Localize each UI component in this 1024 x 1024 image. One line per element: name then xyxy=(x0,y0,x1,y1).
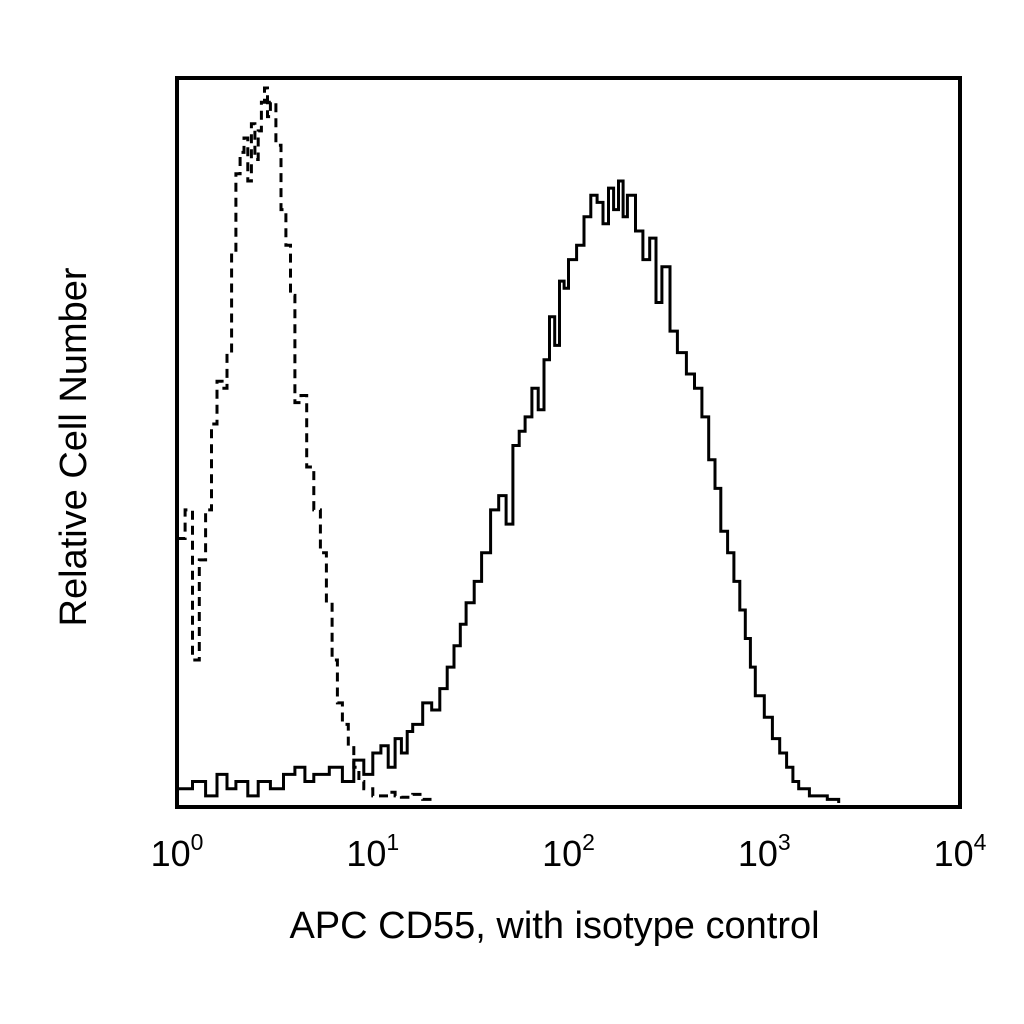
x-tick-label: 104 xyxy=(934,829,987,874)
plot-frame xyxy=(175,76,962,809)
isotype-control-histogram xyxy=(177,86,434,803)
x-tick-label: 103 xyxy=(738,829,791,874)
x-tick-layer: 100 101 102 103 104 xyxy=(151,829,987,874)
series-layer xyxy=(177,86,841,803)
x-tick-label: 101 xyxy=(346,829,399,874)
cd55-histogram xyxy=(177,179,841,803)
x-tick-label: 100 xyxy=(151,829,204,874)
x-axis-label: APC CD55, with isotype control xyxy=(289,905,819,947)
x-tick-label: 102 xyxy=(542,829,595,874)
y-axis-label: Relative Cell Number xyxy=(53,267,95,626)
